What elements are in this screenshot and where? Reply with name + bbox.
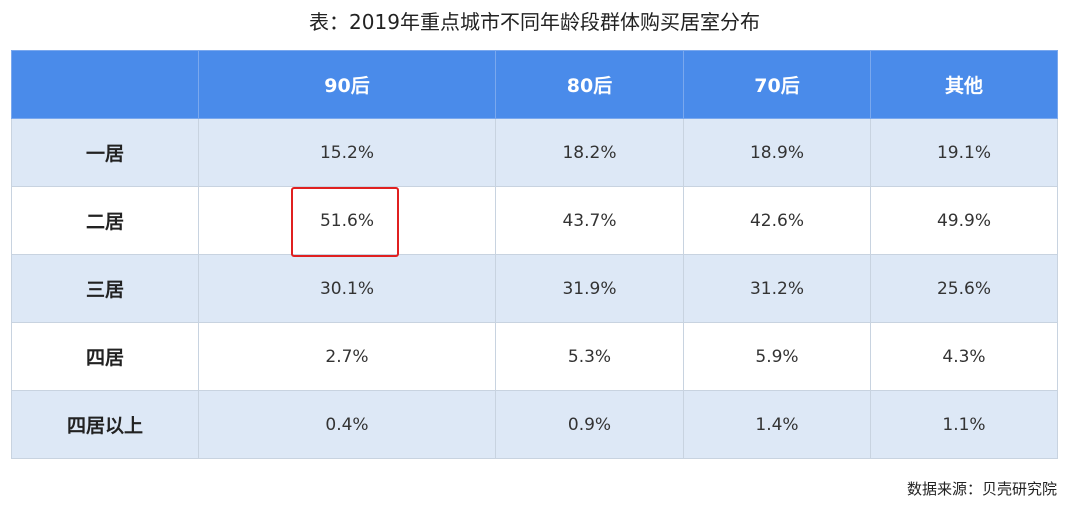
table-row: 三居 30.1% 31.9% 31.2% 25.6% <box>11 254 1058 323</box>
cell: 42.6% <box>683 186 871 255</box>
table-row: 四居 2.7% 5.3% 5.9% 4.3% <box>11 322 1058 391</box>
cell: 18.2% <box>495 118 684 187</box>
cell: 1.4% <box>683 390 871 459</box>
row-label: 二居 <box>11 186 199 255</box>
column-header: 80后 <box>495 50 684 119</box>
cell: 5.9% <box>683 322 871 391</box>
cell: 19.1% <box>870 118 1058 187</box>
cell: 31.2% <box>683 254 871 323</box>
cell: 2.7% <box>198 322 496 391</box>
highlight-box <box>291 187 399 257</box>
cell: 49.9% <box>870 186 1058 255</box>
cell: 4.3% <box>870 322 1058 391</box>
row-label: 四居 <box>11 322 199 391</box>
cell: 5.3% <box>495 322 684 391</box>
source-note: 数据来源：贝壳研究院 <box>906 480 1057 498</box>
cell: 15.2% <box>198 118 496 187</box>
header-row: 90后 80后 70后 其他 <box>11 50 1058 119</box>
row-label: 一居 <box>11 118 199 187</box>
cell: 30.1% <box>198 254 496 323</box>
cell: 0.4% <box>198 390 496 459</box>
cell: 25.6% <box>870 254 1058 323</box>
row-label: 三居 <box>11 254 199 323</box>
table-row: 二居 51.6% 43.7% 42.6% 49.9% <box>11 186 1058 255</box>
corner-cell <box>11 50 199 119</box>
column-header: 其他 <box>870 50 1058 119</box>
cell: 0.9% <box>495 390 684 459</box>
cell: 18.9% <box>683 118 871 187</box>
row-label: 四居以上 <box>11 390 199 459</box>
cell: 31.9% <box>495 254 684 323</box>
column-header: 90后 <box>198 50 496 119</box>
data-table: 90后 80后 70后 其他 一居 15.2% 18.2% 18.9% 19.1% 二居 51.6%… <box>11 50 1058 459</box>
cell: 51.6% <box>198 186 496 255</box>
table-row: 一居 15.2% 18.2% 18.9% 19.1% <box>11 118 1058 187</box>
column-header: 70后 <box>683 50 871 119</box>
cell: 43.7% <box>495 186 684 255</box>
table-row: 四居以上 0.4% 0.9% 1.4% 1.1% <box>11 390 1058 459</box>
title: 表：2019年重点城市不同年龄段群体购买居室分布 <box>309 10 760 34</box>
cell: 1.1% <box>870 390 1058 459</box>
